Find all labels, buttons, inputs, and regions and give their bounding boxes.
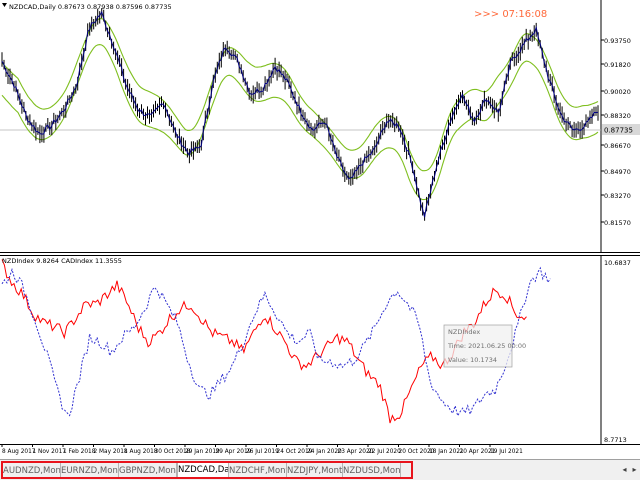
time-label: 24 Jan 2020: [307, 449, 342, 455]
tab-scroll-right-icon[interactable]: ▸: [632, 465, 637, 474]
time-label: 1 Feb 2018: [63, 449, 96, 455]
candle-timer: >>> 07:16:08: [474, 9, 547, 20]
time-label: 1 Nov 2017: [33, 449, 67, 455]
price-label: 0.86670: [604, 142, 631, 150]
tab-nzdcad-daily[interactable]: NZDCAD,Daily: [177, 461, 229, 479]
current-price-tag: 0.87735: [604, 127, 633, 135]
index-series-group: [1, 259, 551, 424]
current-price-marker: 0.87735: [602, 124, 640, 135]
time-label: 30 Oct 2018: [155, 449, 191, 455]
time-label: 20 Apr 2021: [460, 449, 496, 455]
price-label: 0.88320: [604, 112, 631, 120]
time-label: 26 Jul 2019: [246, 449, 279, 455]
chart-menu-arrow-icon[interactable]: [2, 3, 7, 7]
tooltip-time: Time: 2021.06.25 00:00: [447, 342, 526, 350]
time-label: 22 Jul 2020: [368, 449, 401, 455]
price-label: 0.93750: [604, 37, 631, 45]
time-label: 20 Oct 2020: [399, 449, 435, 455]
time-label: 1 Aug 2018: [124, 449, 158, 455]
price-label: 0.84970: [604, 168, 631, 176]
chart-tabs-bar: AUDNZD,Monthly EURNZD,Monthly GBPNZD,Mon…: [0, 459, 640, 480]
index-header: NZDIndex 9.8264 CADIndex 11.3555: [2, 257, 122, 265]
tab-gbpnzd-monthly[interactable]: GBPNZD,Monthly: [119, 463, 177, 479]
tab-nzdchf-monthly[interactable]: NZDCHF,Monthly: [229, 463, 287, 479]
index-y-label-bottom: 8.7713: [604, 436, 627, 444]
tabs-highlight-frame: [1, 461, 413, 479]
close-price-line: [1, 10, 599, 218]
price-label: 0.83270: [604, 192, 631, 200]
time-label: 18 Jan 2021: [429, 449, 464, 455]
time-label: 8 Aug 2017: [2, 449, 36, 455]
time-label: 24 Oct 2019: [277, 449, 313, 455]
time-label: 29 Jan 2019: [185, 449, 220, 455]
index-panel[interactable]: NZDIndex 9.8264 CADIndex 11.3555 10.6837…: [0, 255, 640, 455]
chart-header: NZDCAD,Daily 0.87673 0.87938 0.87596 0.8…: [9, 3, 172, 11]
upper-band-line: [1, 18, 599, 172]
tooltip-name: NZDIndex: [448, 328, 480, 336]
nzd-index-line: [1, 259, 527, 424]
index-tooltip: NZDIndex Time: 2021.06.25 00:00 Value: 1…: [443, 324, 526, 368]
price-axis: 0.93750 0.91820 0.90020 0.88320 0.86670 0.849…: [601, 37, 631, 227]
price-label: 0.81570: [604, 219, 631, 227]
time-label: 23 Apr 2020: [338, 449, 374, 455]
price-label: 0.90020: [604, 88, 631, 96]
time-label: 29 Apr 2019: [216, 449, 252, 455]
lower-band-line: [1, 44, 599, 201]
price-series-group: [1, 8, 599, 221]
tab-eurnzd-monthly[interactable]: EURNZD,Monthly: [61, 463, 119, 479]
tab-scroll-left-icon[interactable]: ◂: [622, 465, 627, 474]
price-label: 0.91820: [604, 61, 631, 69]
tab-nzdjpy-monthly[interactable]: NZDJPY,Monthly: [287, 463, 343, 479]
charts-area: 0.93750 0.91820 0.90020 0.88320 0.86670 0.849…: [0, 0, 640, 455]
cad-index-line: [1, 266, 551, 417]
time-label: 2 May 2018: [94, 449, 128, 455]
main-chart[interactable]: 0.93750 0.91820 0.90020 0.88320 0.86670 0.849…: [0, 0, 640, 253]
tab-nzdusd-monthly[interactable]: NZDUSD,Monthly: [343, 463, 401, 479]
tooltip-value: Value: 10.1734: [448, 356, 497, 364]
time-label: 19 Jul 2021: [490, 449, 523, 455]
tab-audnzd-monthly[interactable]: AUDNZD,Monthly: [3, 463, 61, 479]
index-y-label-top: 10.6837: [604, 259, 631, 267]
